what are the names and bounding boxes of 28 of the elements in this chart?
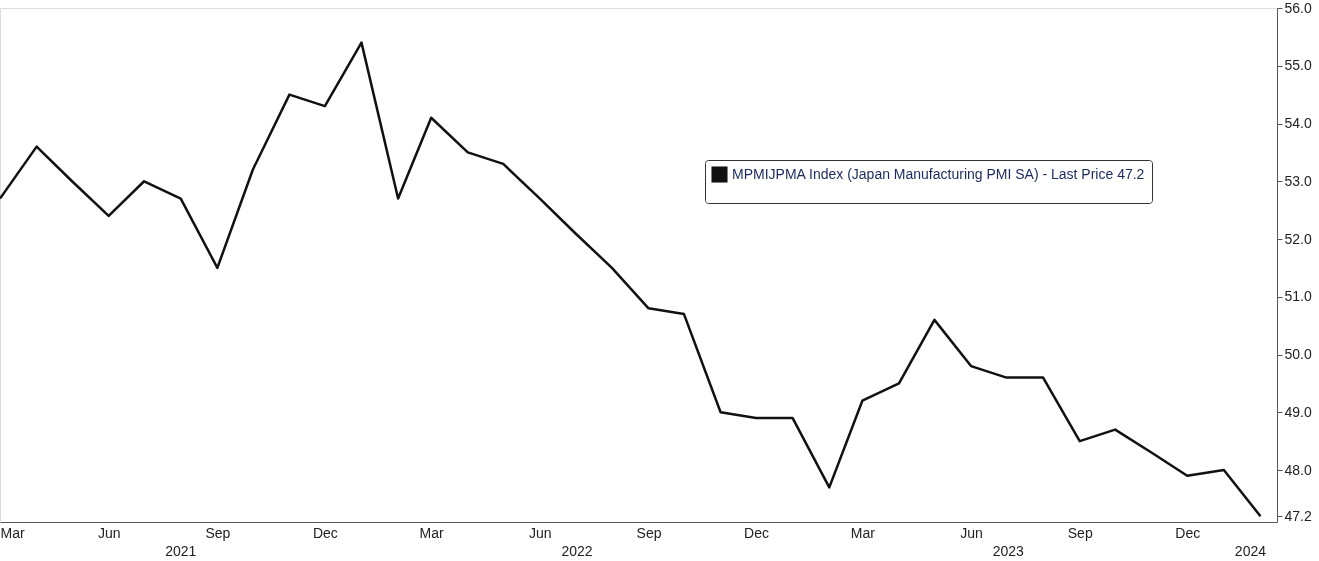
y-tick-label: 47.2 <box>1284 507 1312 524</box>
x-tick-label: Mar <box>419 524 445 541</box>
x-tick-label: Dec <box>312 524 338 541</box>
x-tick-label: Dec <box>1175 524 1201 541</box>
line-series <box>0 41 1262 518</box>
text: 2024 <box>1234 543 1267 559</box>
y-tick-label: 51.0 <box>1284 288 1312 305</box>
x-tick-label: Sep <box>636 524 662 541</box>
y-tick-label: 56.0 <box>1284 0 1312 16</box>
y-tick-label: 48.0 <box>1284 461 1312 478</box>
x-tick-label: Mar <box>0 524 25 541</box>
y-tick-label: 50.0 <box>1284 346 1312 363</box>
x-tick-label: Sep <box>1067 524 1093 541</box>
x-tick-label: Mar <box>850 524 876 541</box>
x-tick-label: Jun <box>529 524 552 541</box>
x-tick-label: Jun <box>97 524 121 541</box>
x-tick-label: Dec <box>744 524 769 541</box>
text: 2023 <box>992 543 1025 559</box>
y-tick-label: 55.0 <box>1284 57 1312 74</box>
text: 2021 <box>165 543 197 559</box>
y-tick-label: 49.0 <box>1284 403 1312 420</box>
text: 2022 <box>561 543 593 559</box>
y-tick-label: 53.0 <box>1284 172 1312 189</box>
x-tick-label: Jun <box>960 524 983 541</box>
y-tick-label: 52.0 <box>1284 230 1312 247</box>
y-tick-label: 54.0 <box>1284 115 1312 132</box>
x-tick-label: Sep <box>205 524 231 541</box>
legend-label: MPMIJPMA Index (Japan Manufacturing PMI SA) - Last Price 47.2 <box>732 165 1145 182</box>
